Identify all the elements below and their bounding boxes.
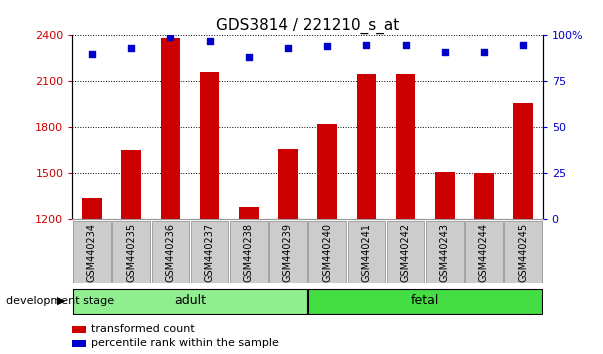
Text: GSM440241: GSM440241 [361,223,371,282]
FancyBboxPatch shape [230,221,268,282]
Bar [239,207,259,219]
Text: GSM440245: GSM440245 [518,223,528,282]
FancyBboxPatch shape [347,221,385,282]
Bar [396,74,415,219]
Point [479,49,488,55]
Bar [160,39,180,219]
Point [400,42,410,47]
Point [244,55,254,60]
Point [205,38,215,44]
Bar [278,149,298,219]
FancyBboxPatch shape [504,221,542,282]
Point [440,49,449,55]
Point [165,34,175,40]
Text: GSM440244: GSM440244 [479,223,489,282]
FancyBboxPatch shape [73,289,307,314]
Text: GSM440235: GSM440235 [126,223,136,282]
Text: transformed count: transformed count [91,324,195,334]
Bar [82,198,102,219]
Text: fetal: fetal [411,295,440,307]
Title: GDS3814 / 221210_s_at: GDS3814 / 221210_s_at [216,18,399,34]
FancyBboxPatch shape [426,221,464,282]
Text: percentile rank within the sample: percentile rank within the sample [91,338,279,348]
Text: ▶: ▶ [57,296,66,306]
Point [362,42,371,47]
Bar [72,340,86,347]
FancyBboxPatch shape [387,221,425,282]
FancyBboxPatch shape [269,221,307,282]
FancyBboxPatch shape [73,221,111,282]
Point [127,45,136,51]
Text: GSM440234: GSM440234 [87,223,97,282]
FancyBboxPatch shape [308,289,542,314]
Point [518,42,528,47]
Bar [474,173,494,219]
Text: GSM440238: GSM440238 [244,223,254,282]
Bar [317,124,337,219]
FancyBboxPatch shape [191,221,229,282]
Text: GSM440240: GSM440240 [322,223,332,282]
Text: GSM440236: GSM440236 [165,223,175,282]
Bar [72,326,86,333]
Text: GSM440237: GSM440237 [204,223,215,282]
FancyBboxPatch shape [112,221,150,282]
Bar [121,150,141,219]
Bar [200,72,219,219]
Point [283,45,293,51]
FancyBboxPatch shape [151,221,189,282]
Text: GSM440242: GSM440242 [400,223,411,282]
Text: adult: adult [174,295,206,307]
Text: GSM440239: GSM440239 [283,223,293,282]
Text: GSM440243: GSM440243 [440,223,450,282]
Bar [513,103,533,219]
Bar [356,74,376,219]
Bar [435,172,455,219]
Text: development stage: development stage [6,296,114,306]
Point [322,44,332,49]
Point [87,51,96,57]
FancyBboxPatch shape [465,221,503,282]
FancyBboxPatch shape [308,221,346,282]
